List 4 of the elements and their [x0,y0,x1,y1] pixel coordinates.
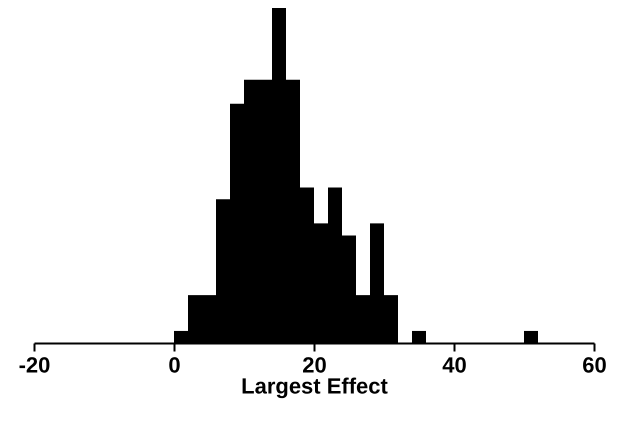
x-tick-label: -20 [18,352,50,378]
x-tick-label: 0 [168,352,181,378]
x-tick-label: 40 [442,352,467,378]
x-tick-label: 60 [582,352,607,378]
